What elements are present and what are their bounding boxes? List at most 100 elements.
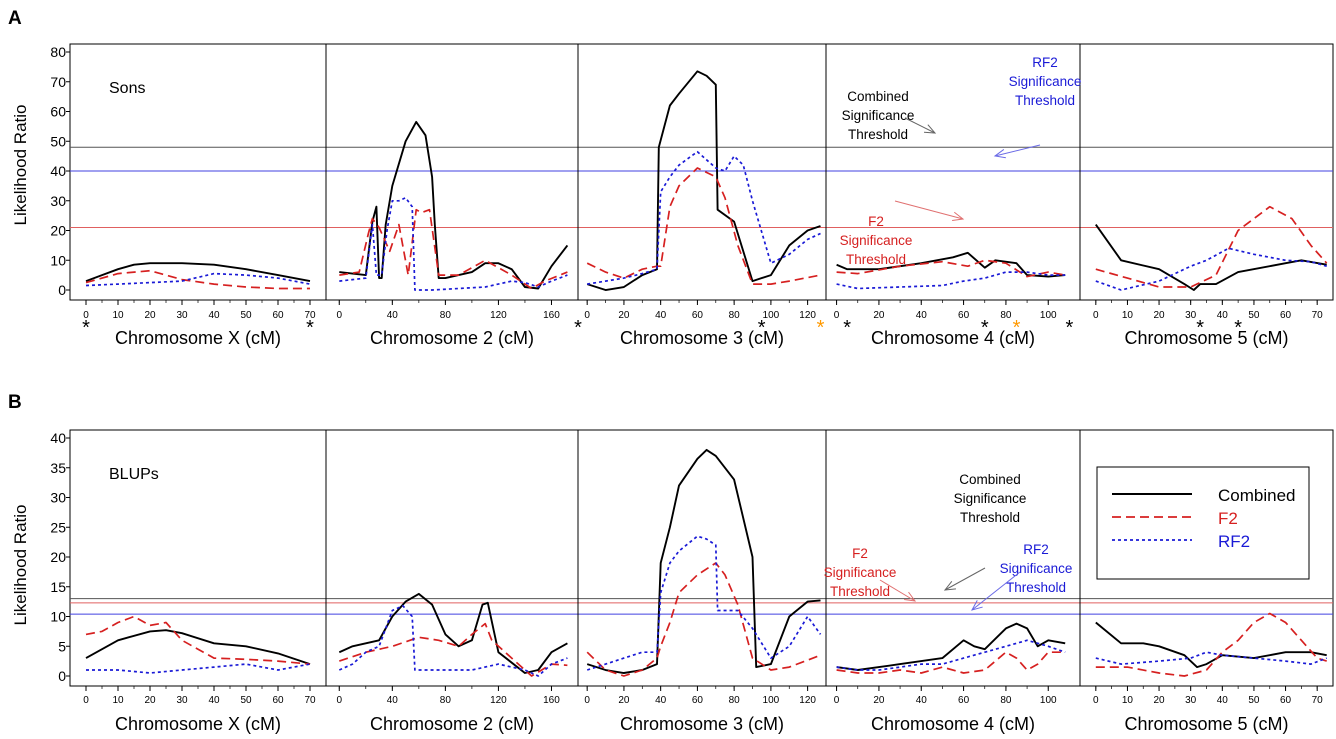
y-tick-label: 10 xyxy=(50,609,66,625)
legend: Combined F2 RF2 xyxy=(1096,466,1310,580)
x-tick-label: 10 xyxy=(1122,695,1134,706)
series-combined-line xyxy=(586,448,821,674)
series-f2-line xyxy=(339,208,568,290)
x-tick-label: 60 xyxy=(1280,310,1292,321)
series-combined-line xyxy=(836,622,1066,671)
series-combined-line xyxy=(1095,621,1327,669)
panel-letter-b: B xyxy=(8,392,22,413)
x-tick-label: 0 xyxy=(336,695,342,706)
threshold-label-text: Threshold xyxy=(960,510,1020,525)
x-tick-label: 100 xyxy=(763,310,780,321)
x-tick-label: 80 xyxy=(729,695,741,706)
x-tick-label: 40 xyxy=(387,310,399,321)
chromosome-label: Chromosome 3 (cM) xyxy=(620,714,784,734)
x-tick-label: 0 xyxy=(584,695,590,706)
x-tick-label: 40 xyxy=(208,695,220,706)
x-tick-label: 100 xyxy=(1040,310,1057,321)
series-f2-line xyxy=(1095,205,1328,288)
x-tick-label: 70 xyxy=(1312,310,1324,321)
x-tick-label: 70 xyxy=(1312,695,1324,706)
series-rf2-line xyxy=(587,150,821,285)
threshold-label-text: F2 xyxy=(868,214,884,229)
series-f2-line xyxy=(586,167,821,285)
x-tick-label: 160 xyxy=(543,695,560,706)
x-tick-label: 20 xyxy=(873,695,885,706)
legend-label-f2: F2 xyxy=(1218,509,1238,528)
threshold-label-text: Combined xyxy=(959,472,1021,487)
series-rf2-line xyxy=(339,196,568,291)
x-tick-label: 50 xyxy=(240,310,252,321)
x-tick-label: 120 xyxy=(490,310,507,321)
marker-star: * xyxy=(1234,317,1242,339)
x-tick-label: 40 xyxy=(655,310,667,321)
x-tick-label: 30 xyxy=(176,310,188,321)
x-tick-label: 0 xyxy=(834,310,840,321)
threshold-arrow xyxy=(894,200,964,220)
x-tick-label: 10 xyxy=(112,695,124,706)
chromosome-label: Chromosome X (cM) xyxy=(115,328,281,348)
chromosome-label: Chromosome 3 (cM) xyxy=(620,328,784,348)
y-tick-label: 5 xyxy=(58,638,66,654)
x-tick-label: 160 xyxy=(543,310,560,321)
x-tick-label: 60 xyxy=(272,695,284,706)
y-tick-label: 0 xyxy=(58,282,66,298)
x-tick-label: 50 xyxy=(1248,310,1260,321)
annotation-blups: BLUPs xyxy=(109,466,159,483)
plot-frame xyxy=(69,429,1334,687)
y-tick-label: 70 xyxy=(50,74,66,90)
x-tick-label: 60 xyxy=(958,310,970,321)
ylabel-panel-a: Likelihood Ratio xyxy=(11,105,30,226)
y-tick-label: 20 xyxy=(50,549,66,565)
threshold-arrowhead xyxy=(923,124,937,134)
threshold-arrowhead xyxy=(904,591,917,602)
series-f2-line xyxy=(836,651,1066,674)
y-tick-label: 35 xyxy=(50,460,66,476)
marker-star: * xyxy=(574,317,582,339)
x-tick-label: 40 xyxy=(208,310,220,321)
x-tick-label: 20 xyxy=(618,310,630,321)
ylabel-panel-b: Likelihood Ratio xyxy=(11,505,30,626)
x-tick-label: 20 xyxy=(1154,310,1166,321)
x-tick-label: 40 xyxy=(1217,310,1229,321)
series-f2-line xyxy=(339,622,568,677)
x-tick-label: 40 xyxy=(387,695,399,706)
threshold-label-text: Threshold xyxy=(830,584,890,599)
series-combined-line xyxy=(586,70,821,291)
threshold-label-text: Significance xyxy=(824,565,897,580)
x-tick-label: 20 xyxy=(144,310,156,321)
series-rf2-line xyxy=(86,663,311,674)
x-tick-label: 10 xyxy=(1122,310,1134,321)
series-f2-line xyxy=(586,562,821,677)
x-tick-label: 120 xyxy=(799,310,816,321)
threshold-arrow xyxy=(904,117,936,134)
x-tick-label: 70 xyxy=(304,310,316,321)
series-rf2-line xyxy=(85,272,311,287)
threshold-label-text: Threshold xyxy=(848,127,908,142)
marker-star: * xyxy=(1066,317,1074,339)
x-tick-label: 20 xyxy=(618,695,630,706)
legend-label-rf2: RF2 xyxy=(1218,532,1250,551)
y-tick-label: 0 xyxy=(58,668,66,684)
threshold-label-text: F2 xyxy=(852,546,868,561)
threshold-arrow xyxy=(971,571,1021,611)
threshold-label-text: Threshold xyxy=(846,252,906,267)
marker-star: * xyxy=(1196,317,1204,339)
x-tick-label: 50 xyxy=(240,695,252,706)
chromosome-label: Chromosome 4 (cM) xyxy=(871,714,1035,734)
threshold-label-text: Significance xyxy=(1000,561,1073,576)
panel-b: 0 5 10 15 20 25 30 35 40 0 10 20 30 40 50 60 70 Chromosom… xyxy=(50,429,1334,734)
threshold-label-text: RF2 xyxy=(1023,542,1049,557)
series-combined-line xyxy=(85,262,311,283)
threshold-arrowhead xyxy=(943,581,956,591)
threshold-label-text: Threshold xyxy=(1006,580,1066,595)
threshold-arrow xyxy=(879,579,916,602)
panel-letter-a: A xyxy=(8,8,22,29)
y-tick-label: 50 xyxy=(50,133,66,149)
y-tick-label: 80 xyxy=(50,44,66,60)
threshold-label-text: Significance xyxy=(840,233,913,248)
marker-star: * xyxy=(758,317,766,339)
threshold-label-text: Threshold xyxy=(1015,93,1075,108)
series-rf2-line xyxy=(586,535,822,671)
marker-star: * xyxy=(843,317,851,339)
